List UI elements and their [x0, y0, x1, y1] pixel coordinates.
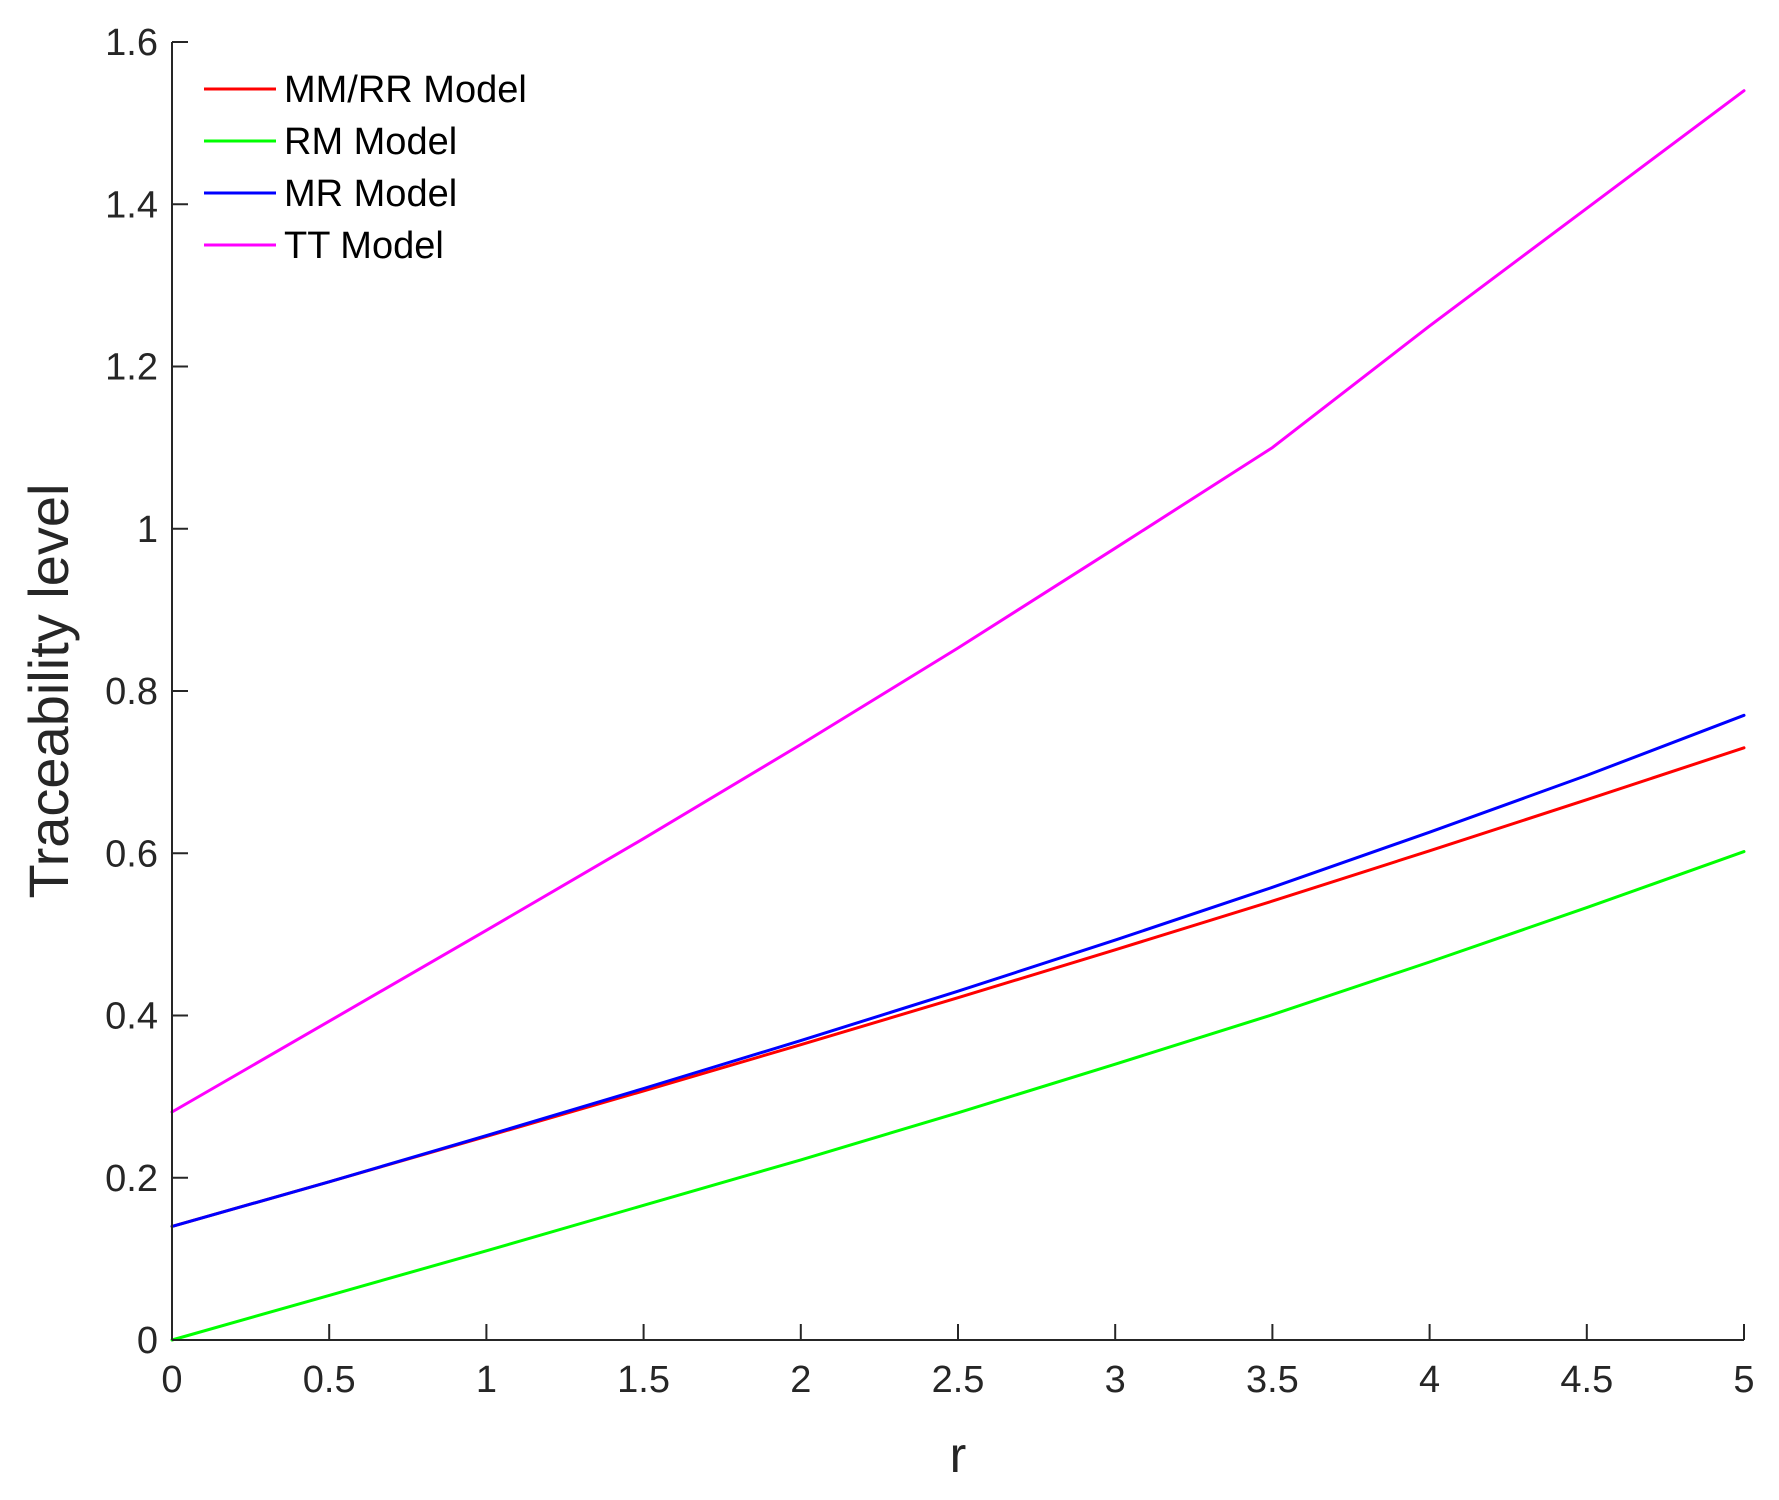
y-tick-label: 1: [137, 509, 158, 551]
y-tick-label: 0.6: [105, 833, 158, 875]
x-tick-label: 3: [1105, 1359, 1126, 1401]
series-lines: [170, 89, 1746, 1342]
x-axis-title: r: [950, 1427, 967, 1483]
y-axis-ticks: 0 0.2 0.4 0.6 0.8 1 1.2 1.4 1.6: [105, 22, 188, 1362]
axes: 0 0.5 1 1.5 2 2.5 3 3.5 4 4.5 5 0 0.2 0.4 0.6 0.8 1 1.2 1…: [105, 22, 1754, 1401]
y-tick-label: 0.8: [105, 671, 158, 713]
y-tick-label: 0.4: [105, 996, 158, 1038]
legend: MM/RR Model RM Model MR Model TT Model: [204, 69, 527, 267]
y-axis-title: Traceability level: [17, 484, 80, 899]
series-line: [170, 850, 1746, 1342]
x-tick-label: 2.5: [932, 1359, 985, 1401]
y-tick-label: 0.2: [105, 1158, 158, 1200]
x-tick-label: 2: [790, 1359, 811, 1401]
x-tick-label: 0: [161, 1359, 182, 1401]
legend-label: MR Model: [284, 173, 457, 215]
y-tick-label: 1.4: [105, 184, 158, 226]
x-tick-label: 0.5: [303, 1359, 356, 1401]
x-tick-label: 4: [1419, 1359, 1440, 1401]
y-tick-label: 0: [137, 1320, 158, 1362]
series-line: [170, 713, 1746, 1228]
y-tick-label: 1.2: [105, 347, 158, 389]
x-tick-label: 5: [1733, 1359, 1754, 1401]
x-tick-label: 1.5: [617, 1359, 670, 1401]
x-axis-ticks: 0 0.5 1 1.5 2 2.5 3 3.5 4 4.5 5: [161, 1324, 1755, 1401]
x-tick-label: 4.5: [1560, 1359, 1613, 1401]
x-tick-label: 1: [476, 1359, 497, 1401]
legend-label: MM/RR Model: [284, 69, 527, 111]
legend-label: RM Model: [284, 121, 457, 163]
x-tick-label: 3.5: [1246, 1359, 1299, 1401]
series-line: [170, 89, 1746, 1114]
y-tick-label: 1.6: [105, 22, 158, 64]
legend-label: TT Model: [284, 225, 444, 267]
